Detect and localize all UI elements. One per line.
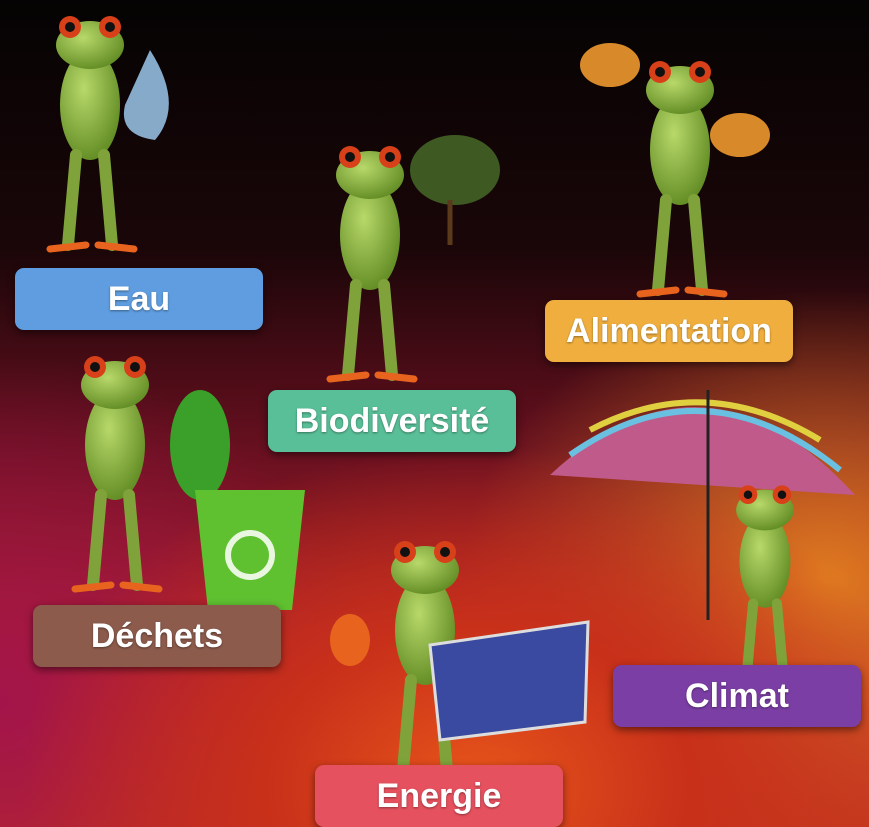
label: Déchets (33, 605, 281, 667)
label: Alimentation (545, 300, 793, 362)
frog-umbrella (550, 390, 855, 683)
label: Eau (15, 268, 263, 330)
label: Energie (315, 765, 563, 827)
poster: Eau Biodiversité Alimentation Déchets Cl… (0, 0, 869, 827)
frog-water (50, 16, 169, 249)
label: Biodiversité (268, 390, 516, 452)
frog-plant (330, 135, 500, 379)
frog-burger (580, 43, 770, 294)
label: Climat (613, 665, 861, 727)
frog-solar (330, 541, 588, 774)
